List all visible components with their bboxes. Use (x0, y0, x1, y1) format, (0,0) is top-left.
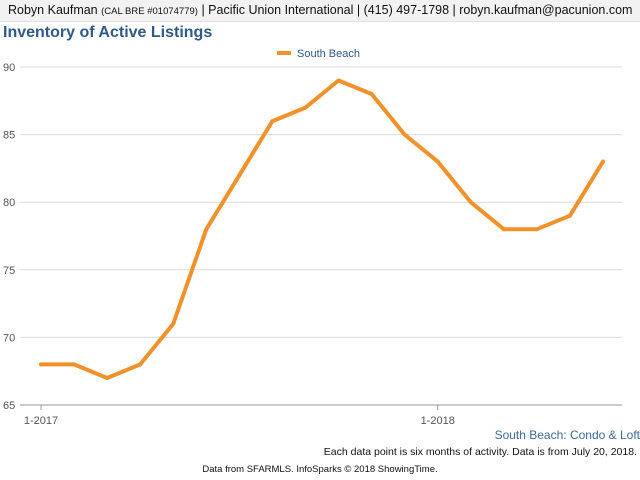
data-point (72, 362, 77, 367)
data-point (303, 105, 308, 110)
x-tick-label: 1-2018 (421, 415, 455, 427)
data-point (567, 213, 572, 218)
data-point (204, 227, 209, 232)
agent-header: Robyn Kaufman (CAL BRE #01074779) | Paci… (0, 0, 640, 22)
data-point (39, 362, 43, 367)
agent-name: Robyn Kaufman (8, 3, 98, 17)
series-layer (39, 78, 605, 380)
series-line-south-beach (39, 78, 605, 380)
data-point (336, 78, 341, 83)
data-point (601, 159, 605, 164)
legend-label: South Beach (297, 48, 360, 60)
data-point (105, 375, 110, 380)
grid-layer (20, 66, 622, 338)
y-tick-label: 70 (3, 332, 15, 344)
license-number: (CAL BRE #01074779) (101, 6, 198, 17)
x-tick-label: 1-2017 (24, 415, 58, 427)
data-source-footer: Data from SFARMLS. InfoSparks © 2018 Sho… (202, 464, 438, 475)
data-point (369, 92, 374, 97)
series-caption: South Beach: Condo & Loft (494, 428, 640, 442)
data-point (237, 173, 242, 178)
data-point (402, 132, 407, 137)
y-tick-label: 90 (3, 62, 15, 74)
data-note: Each data point is six months of activit… (323, 446, 637, 458)
agent-contact: | Pacific Union International | (415) 49… (201, 3, 633, 17)
legend: South Beach (277, 48, 360, 60)
y-tick-label: 80 (3, 197, 15, 209)
y-tick-label: 85 (3, 130, 15, 142)
axis-layer: 65 70 75 80 85 90 1-2017 1-2018 (3, 62, 622, 427)
data-point (171, 321, 176, 326)
data-point (138, 362, 143, 367)
data-point (435, 159, 440, 164)
data-point (468, 200, 473, 205)
data-point (270, 119, 275, 124)
y-tick-label: 65 (3, 400, 15, 412)
chart-title: Inventory of Active Listings (3, 24, 213, 41)
y-tick-label: 75 (3, 265, 15, 277)
data-point (534, 227, 539, 232)
data-point (501, 227, 506, 232)
